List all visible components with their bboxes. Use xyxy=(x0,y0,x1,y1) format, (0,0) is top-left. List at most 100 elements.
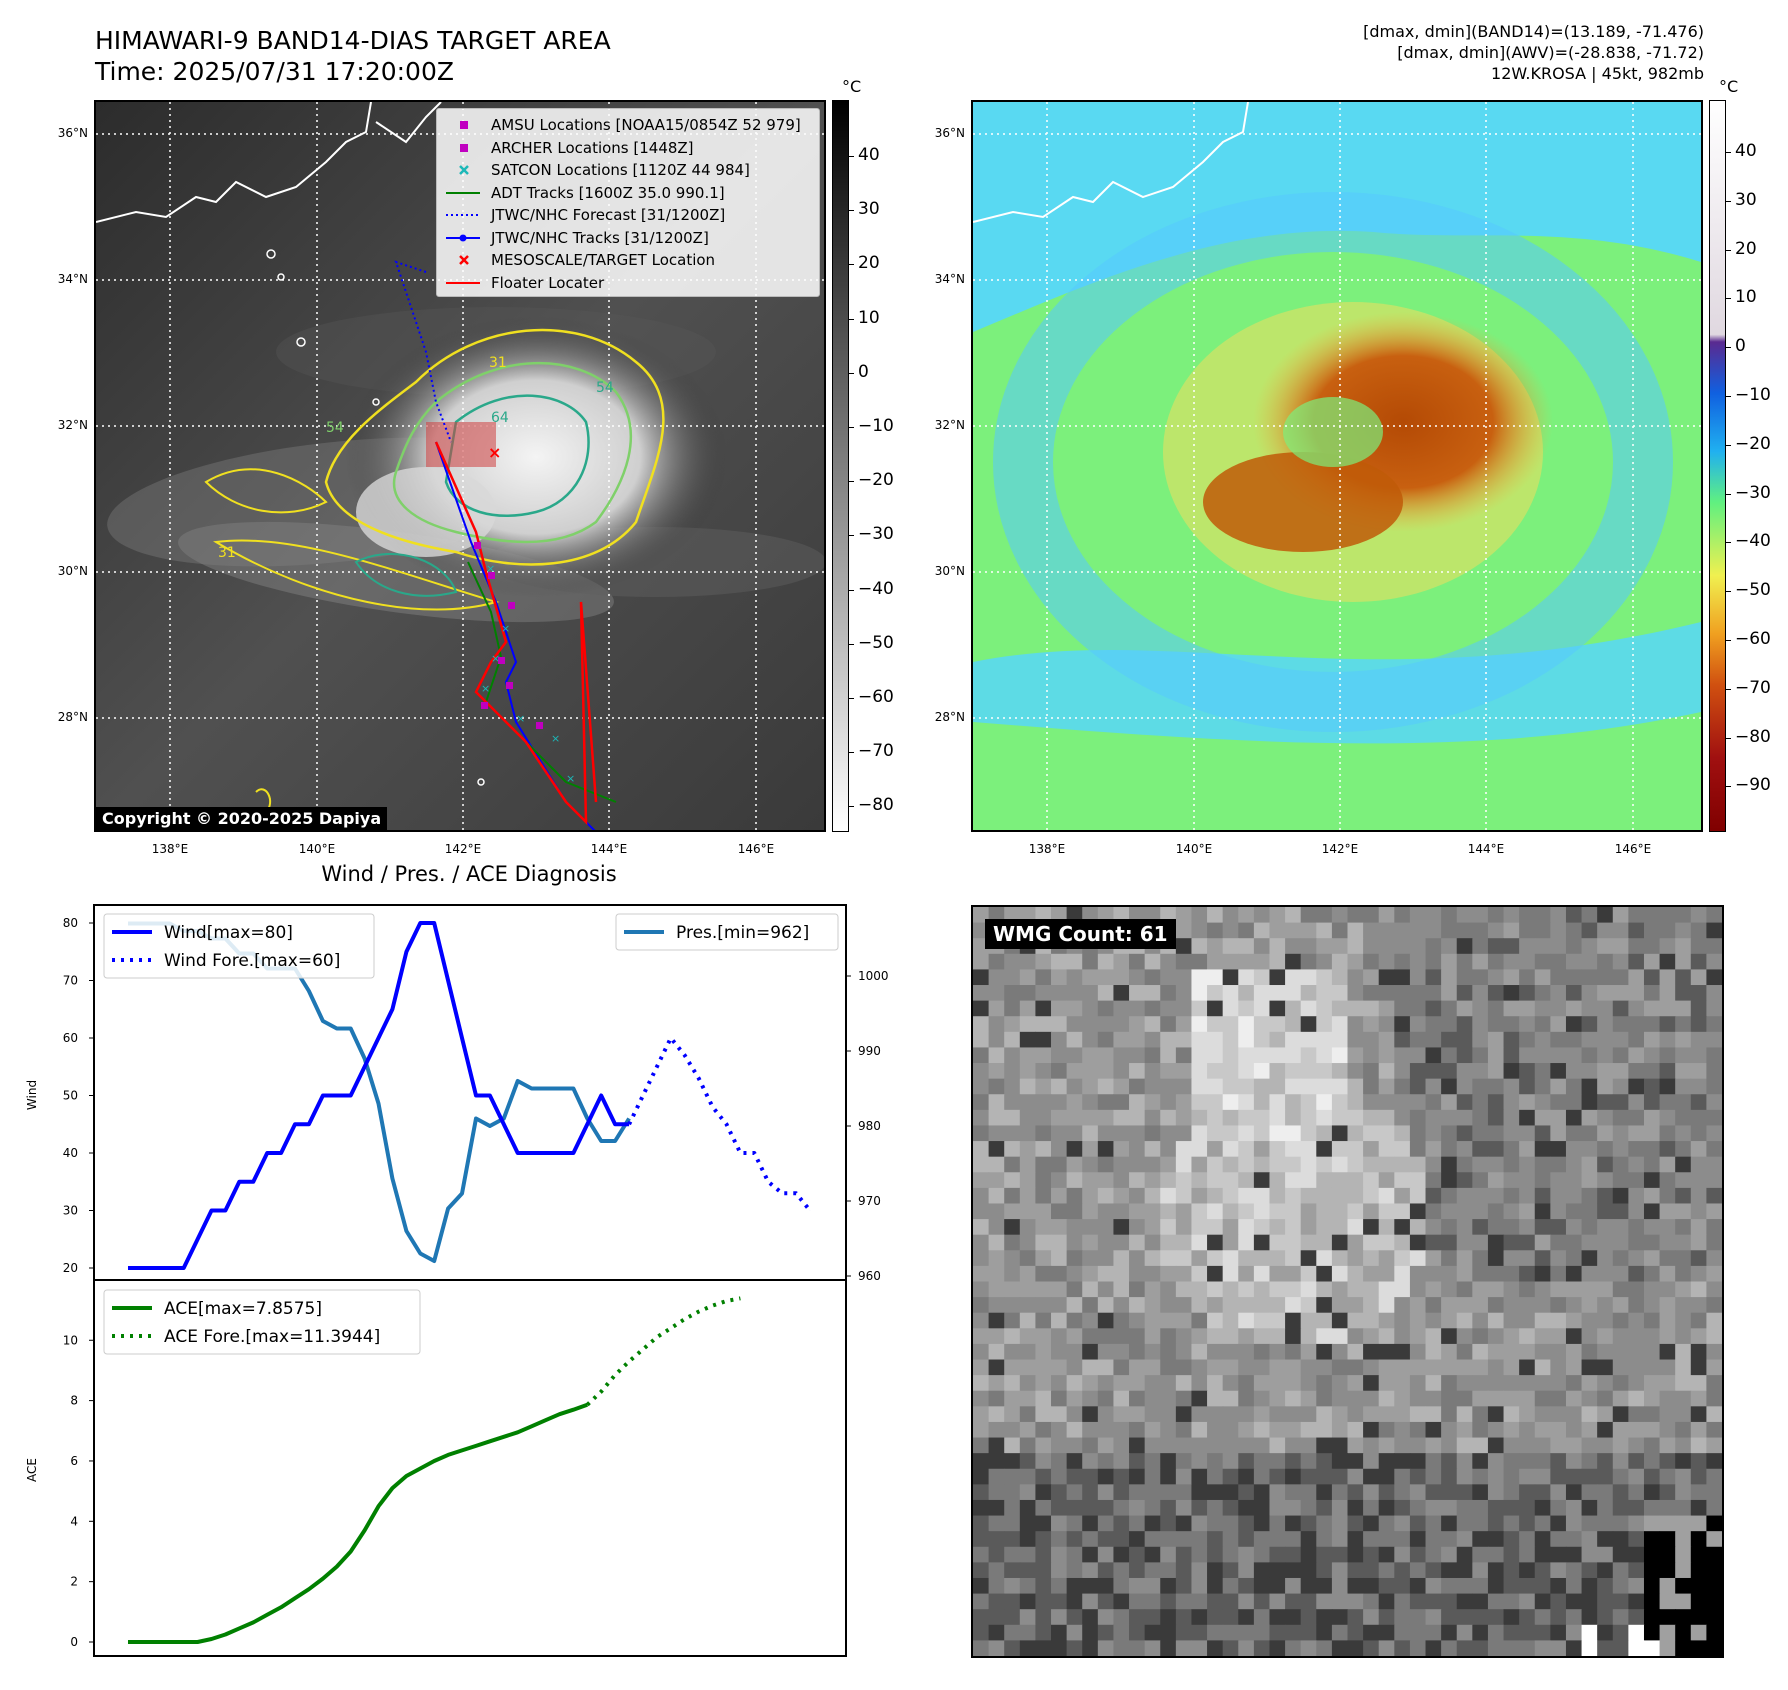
wind-tick-label: 40 xyxy=(63,1146,78,1160)
colorbar-tick-label: −10 xyxy=(858,416,894,436)
colorbar-tick-mark xyxy=(1726,493,1731,495)
longitude-label: 138°E xyxy=(151,842,189,856)
colorbar-tick-label: −40 xyxy=(858,578,894,599)
info-storm-status: 12W.KROSA | 45kt, 982mb xyxy=(1491,64,1704,83)
wind-tick-label: 20 xyxy=(63,1261,78,1275)
dotted-line-icon xyxy=(446,214,480,216)
colorbar-tick-mark xyxy=(849,643,854,645)
colorbar-tick-label: −40 xyxy=(1735,531,1771,552)
colorbar-tick-mark xyxy=(849,427,854,428)
amsu-archer-markers xyxy=(474,542,543,729)
contour-label: 31 xyxy=(218,545,236,561)
wind-axis-label: Wind xyxy=(25,1080,39,1110)
ace-tick-label: 10 xyxy=(63,1333,78,1347)
colorbar-tick-label: 30 xyxy=(1735,189,1757,210)
legend-label: ADT Tracks [1600Z 35.0 990.1] xyxy=(491,183,725,202)
legend-label: SATCON Locations [1120Z 44 984] xyxy=(491,161,750,179)
ace-line xyxy=(128,1402,588,1644)
colorbar-tick-mark xyxy=(849,318,854,320)
ir-legend: AMSU Locations [NOAA15/0854Z 52 979] ARCH… xyxy=(436,108,820,297)
latitude-label: 36°N xyxy=(57,126,88,140)
legend-label: MESOSCALE/TARGET Location xyxy=(491,251,716,269)
colorbar-tick-mark xyxy=(849,698,854,699)
pressure-tick-label: 980 xyxy=(858,1119,881,1133)
islands xyxy=(266,249,485,786)
legend-entry: ADT Tracks [1600Z 35.0 990.1] xyxy=(443,183,813,203)
info-band14-range: [dmax, dmin](BAND14)=(13.189, -71.476) xyxy=(1363,22,1704,41)
legend-label: JTWC/NHC Forecast [31/1200Z] xyxy=(491,206,726,224)
legend-label: JTWC/NHC Tracks [31/1200Z] xyxy=(491,228,709,247)
wind-forecast-line xyxy=(627,1036,812,1212)
awv-colorbar-unit: °C xyxy=(1719,77,1739,96)
colorbar-tick-mark xyxy=(1726,591,1731,593)
colorbar-tick-label: 30 xyxy=(858,199,880,220)
colorbar-tick-mark xyxy=(849,589,854,591)
longitude-label: 138°E xyxy=(1028,842,1066,856)
pressure-tick-label: 970 xyxy=(858,1194,881,1208)
pressure-legend xyxy=(615,913,839,951)
contour-label: 31 xyxy=(489,355,507,371)
svg-text:×: × xyxy=(516,712,525,725)
legend-label: ARCHER Locations [1448Z] xyxy=(491,138,694,157)
ace-tick-label: 4 xyxy=(70,1514,78,1528)
latitude-label: 28°N xyxy=(57,710,88,724)
legend-entry: Floater Locater xyxy=(443,273,813,293)
legend-label: ACE Fore.[max=11.3944] xyxy=(164,1327,380,1347)
pressure-tick-label: 960 xyxy=(858,1269,881,1283)
pressure-tick-label: 990 xyxy=(858,1044,881,1058)
colorbar-tick-label: −60 xyxy=(1735,629,1771,649)
latitude-label: 30°N xyxy=(934,564,965,578)
colorbar-tick-label: 20 xyxy=(858,253,880,274)
square-marker-icon xyxy=(460,121,468,129)
legend-label: Wind Fore.[max=60] xyxy=(164,951,340,971)
colorbar-tick-mark xyxy=(849,535,854,537)
colorbar-tick-mark xyxy=(849,806,854,808)
colorbar-tick-mark xyxy=(1726,152,1731,153)
colorbar-tick-label: −90 xyxy=(1735,775,1771,796)
svg-text:×: × xyxy=(501,622,510,635)
colorbar-tick-mark xyxy=(1726,298,1731,300)
legend-label: ACE[max=7.8575] xyxy=(164,1299,322,1319)
colorbar-tick-label: 20 xyxy=(1735,238,1757,259)
colorbar-tick-mark xyxy=(1726,542,1731,544)
colorbar-tick-label: −80 xyxy=(1735,726,1771,747)
legend-entry: AMSU Locations [NOAA15/0854Z 52 979] xyxy=(443,115,813,135)
longitude-label: 146°E xyxy=(1614,842,1652,856)
legend-entry: ARCHER Locations [1448Z] xyxy=(443,138,813,158)
line-icon xyxy=(446,281,480,284)
ace-tick-label: 6 xyxy=(70,1454,78,1468)
colorbar-tick-label: −50 xyxy=(1735,580,1771,601)
latitude-label: 30°N xyxy=(57,564,88,578)
colorbar-tick-mark xyxy=(849,210,854,212)
svg-text:×: × xyxy=(491,652,500,665)
colorbar-tick-mark xyxy=(1726,786,1731,788)
figure-title-line2: Time: 2025/07/31 17:20:00Z xyxy=(95,57,454,86)
legend-entry: JTWC/NHC Tracks [31/1200Z] xyxy=(443,228,813,248)
coastline xyxy=(96,102,442,223)
colorbar-tick-label: 10 xyxy=(858,307,880,328)
wind-tick-label: 60 xyxy=(63,1031,78,1045)
legend-entry: SATCON Locations [1120Z 44 984] xyxy=(443,160,813,180)
colorbar-tick-label: 10 xyxy=(1735,287,1757,308)
longitude-label: 140°E xyxy=(1175,842,1213,856)
colorbar-tick-label: 40 xyxy=(1735,141,1757,161)
svg-text:×: × xyxy=(486,562,495,575)
colorbar-tick-mark xyxy=(1726,444,1731,446)
legend-entry: JTWC/NHC Forecast [31/1200Z] xyxy=(443,205,813,225)
colorbar-tick-mark xyxy=(849,156,854,157)
svg-text:×: × xyxy=(566,772,575,785)
colorbar-tick-mark xyxy=(849,372,854,374)
legend-label: Wind[max=80] xyxy=(164,923,293,943)
legend-label: Pres.[min=962] xyxy=(676,923,809,943)
awv-image xyxy=(973,102,1701,830)
colorbar-tick-label: −20 xyxy=(1735,433,1771,454)
satcon-markers: × × × × × × × xyxy=(481,562,575,785)
wind-tick-label: 50 xyxy=(63,1089,78,1103)
latitude-label: 34°N xyxy=(57,272,88,286)
colorbar-tick-mark xyxy=(1726,200,1731,202)
latitude-label: 34°N xyxy=(934,272,965,286)
coastline xyxy=(973,102,1249,223)
awv-map-panel xyxy=(971,100,1703,832)
ace-legend xyxy=(103,1289,421,1355)
longitude-label: 146°E xyxy=(737,842,775,856)
